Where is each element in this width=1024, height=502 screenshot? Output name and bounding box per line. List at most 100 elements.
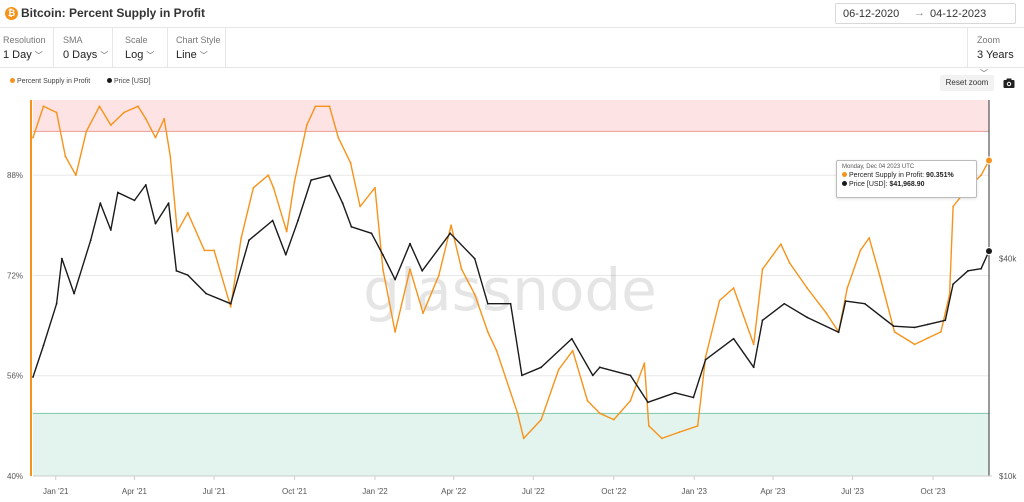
camera-icon[interactable] (1003, 77, 1015, 89)
legend-item-price[interactable]: Price [USD] (107, 78, 151, 85)
y-tick-label-left: 72% (7, 271, 23, 280)
y-tick-label-right: $10k (999, 472, 1017, 481)
supply-point (32, 136, 34, 139)
supply-point (229, 305, 232, 308)
supply-point (952, 205, 955, 208)
supply-hover-marker (985, 156, 993, 165)
sma-select[interactable]: SMA 0 Days ﹀ (54, 28, 113, 68)
supply-point (186, 211, 189, 214)
price-point (598, 366, 601, 369)
legend-label-supply: Percent Supply in Profit (17, 78, 91, 85)
price-point (32, 376, 34, 378)
price-point (521, 374, 523, 377)
supply-point (267, 174, 270, 177)
supply-point (926, 337, 929, 340)
supply-point (495, 349, 498, 352)
supply-point (374, 186, 376, 189)
supply-point (314, 105, 317, 108)
chart-area[interactable]: glassnode 40% 56% 72% 88% $10k $40k Jan '21 Apr… (0, 97, 1024, 502)
chevron-down-icon: ﹀ (100, 51, 109, 60)
price-point (704, 358, 707, 361)
date-start-input[interactable]: 06-12-2020 (843, 8, 900, 20)
supply-point (381, 268, 384, 271)
supply-point (948, 293, 951, 296)
price-point (60, 257, 63, 260)
x-tick-label: Apr '23 (760, 487, 786, 496)
price-point (761, 319, 764, 322)
price-point (89, 239, 92, 242)
resolution-value: 1 Day (3, 49, 32, 61)
x-tick-label: Oct '21 (282, 487, 308, 496)
chart-style-select[interactable]: Chart Style Line ﹀ (168, 28, 226, 68)
reset-zoom-button[interactable]: Reset zoom (940, 75, 994, 91)
tooltip-price-value: $41,968.90 (889, 181, 925, 188)
price-point (913, 326, 916, 329)
legend-label-price: Price [USD] (114, 78, 151, 85)
supply-point (328, 105, 331, 108)
supply-point (123, 111, 125, 114)
tooltip-row-price: Price [USD]: $41,968.90 (842, 181, 976, 188)
supply-point (305, 124, 308, 126)
x-tick-label: Oct '23 (920, 487, 946, 496)
supply-point (450, 224, 452, 227)
legend-dot-icon (107, 78, 112, 83)
supply-point (486, 330, 489, 333)
price-point (952, 283, 955, 286)
price-point (421, 269, 424, 272)
supply-point (878, 274, 881, 277)
date-range-picker[interactable]: 06-12-2020 → 04-12-2023 (835, 3, 1016, 24)
bitcoin-icon: ₿ (5, 7, 18, 20)
price-point (692, 396, 695, 399)
sma-value: 0 Days (63, 49, 98, 61)
price-point (205, 292, 208, 295)
supply-point (893, 330, 896, 333)
supply-point (939, 330, 942, 333)
tooltip-price-label: Price [USD]: (849, 181, 888, 188)
x-tick-label: Jan '21 (43, 487, 69, 496)
chart-controls: Resolution 1 Day ﹀ SMA 0 Days ﹀ Scale Log ﹀… (0, 28, 1024, 78)
supply-point (293, 180, 296, 183)
tooltip-supply-value: 90.351% (926, 172, 954, 179)
x-tick-label: Oct '22 (601, 487, 627, 496)
supply-point (788, 262, 791, 264)
tooltip-row-supply: Percent Supply in Profit: 90.351% (842, 172, 976, 179)
legend-item-supply[interactable]: Percent Supply in Profit (10, 78, 90, 85)
sma-label: SMA (63, 35, 83, 45)
supply-point (409, 268, 411, 271)
supply-point (516, 412, 519, 415)
supply-point (349, 161, 352, 164)
price-line (32, 174, 990, 403)
price-hover-marker (985, 247, 993, 256)
supply-point (704, 356, 707, 358)
resolution-select[interactable]: Resolution 1 Day ﹀ (0, 28, 54, 68)
zoom-select[interactable]: Zoom 3 Years ﹀ (967, 28, 1024, 78)
supply-point (586, 399, 589, 402)
supply-point (522, 437, 525, 440)
supply-point (144, 117, 147, 120)
price-point (175, 269, 178, 272)
price-point (381, 253, 384, 256)
price-point (980, 267, 983, 270)
price-point (967, 269, 969, 272)
chevron-down-icon: ﹀ (199, 51, 208, 60)
supply-point (55, 111, 58, 114)
legend-dot-icon (842, 181, 847, 186)
date-end-input[interactable]: 04-12-2023 (930, 8, 987, 20)
supply-point (761, 268, 764, 271)
price-point (892, 325, 895, 328)
supply-point (176, 230, 179, 233)
zoom-value: 3 Years (977, 49, 1014, 61)
price-point (509, 302, 512, 305)
price-point (73, 292, 76, 295)
chart-style-label: Chart Style (176, 35, 221, 45)
legend: Percent Supply in Profit Price [USD] Res… (0, 69, 1024, 97)
supply-point (154, 136, 157, 139)
supply-point (557, 368, 560, 371)
price-point (752, 366, 755, 369)
supply-point (74, 174, 77, 177)
price-point (144, 184, 147, 186)
scale-select[interactable]: Scale Log ﹀ (113, 28, 168, 68)
supply-point (460, 268, 463, 271)
price-point (116, 191, 119, 194)
x-tick-label: Apr '22 (441, 487, 467, 496)
